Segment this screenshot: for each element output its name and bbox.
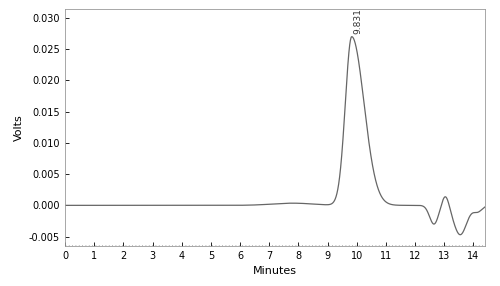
Y-axis label: Volts: Volts bbox=[14, 114, 24, 141]
Text: 9.831: 9.831 bbox=[354, 8, 363, 33]
X-axis label: Minutes: Minutes bbox=[253, 266, 297, 276]
